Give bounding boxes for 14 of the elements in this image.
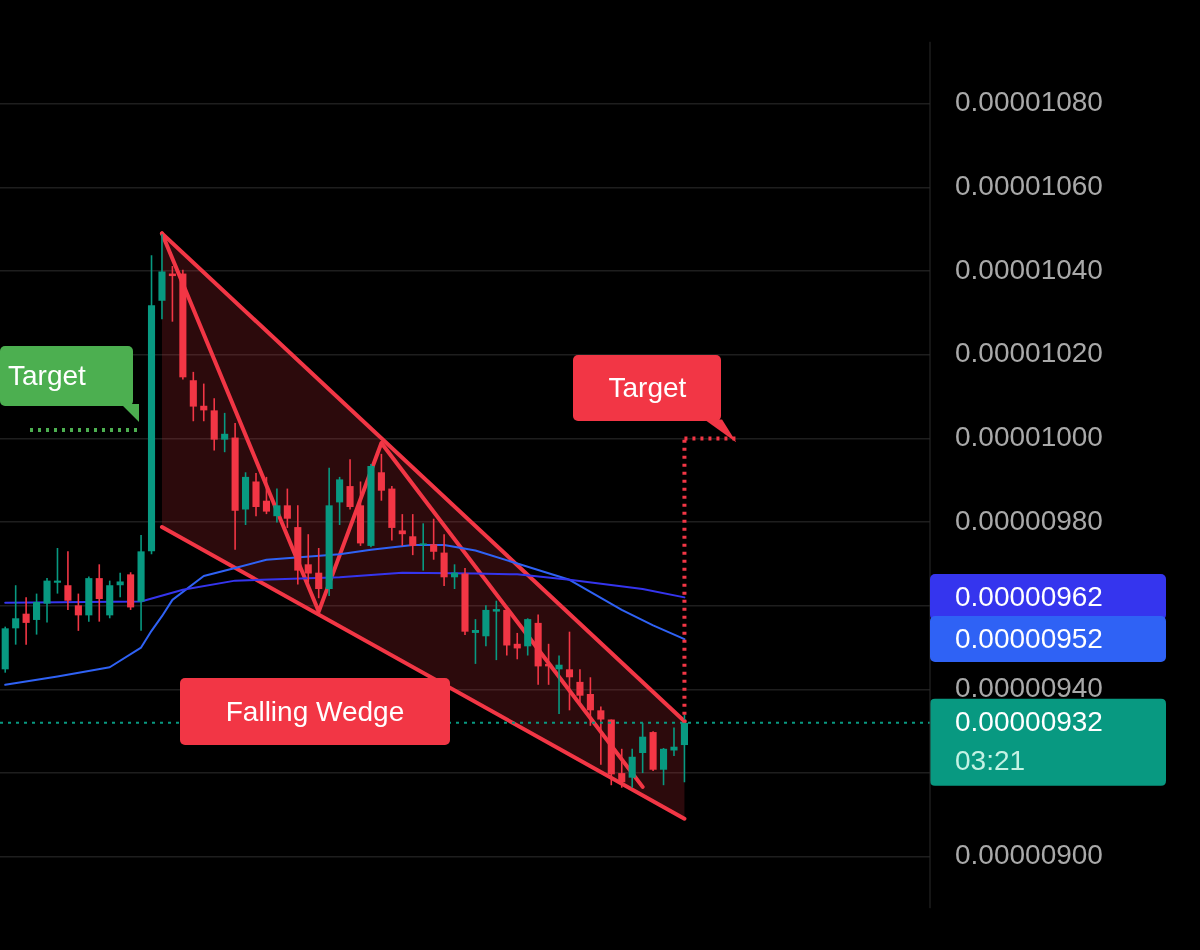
y-tick-label: 0.00001020 <box>955 337 1103 369</box>
ref-line-label: Target <box>573 355 722 422</box>
y-tick-label: 0.00001080 <box>955 86 1103 118</box>
y-tick-label: 0.00000980 <box>955 504 1103 536</box>
ref-line-label: Target <box>0 346 134 407</box>
price-tag: 0.00000952 <box>930 616 1166 663</box>
y-tick-label: 0.00000940 <box>955 672 1103 704</box>
y-tick-label: 0.00001040 <box>955 253 1103 285</box>
ref-line-label: 0.00000932 <box>955 705 1103 737</box>
text: 03:21 <box>955 744 1026 776</box>
y-tick-label: 0.00001000 <box>955 421 1103 453</box>
y-tick-label: 0.00000900 <box>955 839 1103 871</box>
callout-box: Falling Wedge <box>180 678 450 745</box>
y-tick-label: 0.00001060 <box>955 170 1103 202</box>
